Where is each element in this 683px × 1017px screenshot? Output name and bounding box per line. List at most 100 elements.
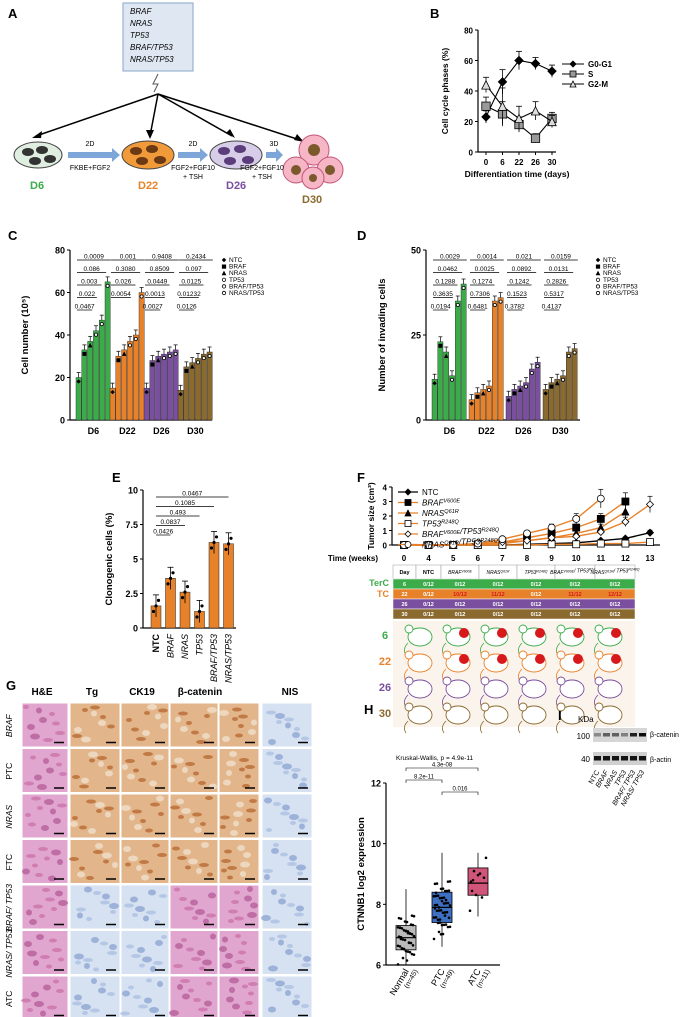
tissue-blob bbox=[199, 863, 209, 867]
y-tick-label: 60 bbox=[464, 57, 473, 66]
tissue-blob bbox=[173, 964, 183, 968]
mice-day-label: 30 bbox=[379, 708, 391, 720]
legend-marker bbox=[404, 488, 412, 496]
legend-label: BRAF/TP53 bbox=[603, 283, 638, 290]
mouse-icon bbox=[521, 705, 547, 725]
p-value-label: 0.0837 bbox=[161, 519, 181, 526]
bar-NRAS bbox=[87, 341, 93, 421]
data-point bbox=[442, 902, 446, 905]
tc-label: TC bbox=[377, 589, 389, 599]
data-point bbox=[166, 582, 170, 586]
p-value-label: 0.3080 bbox=[116, 266, 136, 273]
p-value-label: 0.0467 bbox=[182, 491, 202, 498]
data-point-G2-M bbox=[514, 113, 524, 124]
data-point bbox=[432, 916, 436, 919]
tissue-blob bbox=[280, 811, 290, 816]
table-cell: 0/12 bbox=[455, 582, 466, 588]
data-point-G2-M bbox=[497, 101, 508, 111]
tissue-blob bbox=[55, 731, 65, 735]
x-tick-label: 8 bbox=[525, 554, 530, 563]
tissue-blob bbox=[282, 763, 292, 770]
legend-label: BRAF bbox=[603, 264, 620, 271]
tissue-blob bbox=[268, 965, 278, 972]
tissue-blob bbox=[133, 768, 139, 773]
tissue-blob bbox=[38, 847, 48, 851]
data-point bbox=[403, 938, 407, 942]
data-point bbox=[94, 332, 99, 337]
tissue-blob bbox=[146, 910, 156, 915]
tissue-blob bbox=[121, 805, 131, 811]
x-tick-label: 22 bbox=[515, 158, 524, 167]
tissue-blob bbox=[83, 958, 93, 962]
data-point-G0-G1 bbox=[481, 112, 491, 122]
tissue-blob bbox=[235, 733, 243, 738]
tissue-blob bbox=[147, 869, 153, 874]
tissue-blob bbox=[152, 843, 160, 848]
y-tick-label: 2 bbox=[383, 513, 388, 522]
p-value-label: 0.5317 bbox=[544, 291, 564, 298]
data-point bbox=[547, 540, 556, 549]
y-axis-label: Cell number (10⁵) bbox=[20, 296, 31, 375]
data-point bbox=[401, 938, 405, 941]
gene-mutation: R248Q bbox=[628, 568, 639, 572]
tissue-blob bbox=[90, 1008, 100, 1013]
data-point bbox=[469, 401, 474, 406]
tissue-blob bbox=[24, 941, 32, 947]
tissue-blob bbox=[220, 815, 230, 820]
table-cell: 0/12 bbox=[570, 582, 581, 588]
mouse-tail-icon bbox=[442, 720, 447, 734]
tissue-blob bbox=[86, 917, 92, 921]
data-point bbox=[436, 894, 440, 898]
tissue-blob bbox=[299, 823, 305, 830]
legend-marker bbox=[569, 70, 577, 78]
gene-mutation: R248Q bbox=[536, 569, 547, 573]
legend-label: G2-M bbox=[588, 80, 608, 89]
x-tick-label: D26 bbox=[153, 426, 170, 436]
p-value-label: 0.1085 bbox=[175, 500, 195, 507]
x-tick-label: 12 bbox=[621, 554, 630, 563]
gene-mutation: V600E bbox=[461, 569, 472, 573]
data-point bbox=[397, 935, 401, 938]
tissue-blob bbox=[245, 774, 251, 779]
data-point bbox=[455, 302, 460, 307]
data-point-S bbox=[530, 133, 541, 143]
tissue-blob bbox=[100, 715, 106, 719]
p-value-label: 0.0014 bbox=[477, 254, 497, 261]
tissue-blob bbox=[48, 875, 56, 882]
tissue-blob bbox=[86, 799, 96, 804]
data-point bbox=[189, 364, 195, 369]
tissue-blob bbox=[36, 934, 44, 940]
data-point bbox=[183, 590, 187, 594]
data-point bbox=[442, 896, 446, 899]
tissue-blob bbox=[276, 720, 282, 724]
y-tick-label: 10 bbox=[371, 839, 381, 849]
mouse-ear-icon bbox=[480, 676, 490, 686]
y-tick-label: 0 bbox=[133, 624, 138, 634]
bar-TP53 bbox=[449, 375, 455, 421]
gene-label: BRAF bbox=[130, 7, 152, 16]
tissue-blob bbox=[70, 821, 78, 827]
tissue-blob bbox=[301, 963, 311, 967]
tissue-blob bbox=[292, 999, 300, 1006]
data-point bbox=[448, 925, 452, 929]
tissue-blob bbox=[186, 721, 192, 725]
tissue-blob bbox=[226, 770, 232, 776]
tissue-blob bbox=[280, 852, 288, 857]
table-cell: 0/12 bbox=[531, 582, 542, 588]
tissue-blob bbox=[28, 822, 36, 827]
table-cell: 0/12 bbox=[455, 602, 466, 608]
gene-name: TP53 bbox=[524, 570, 536, 576]
box-ATC bbox=[467, 867, 489, 896]
data-point bbox=[441, 911, 445, 915]
bar-NTC bbox=[75, 377, 82, 421]
tissue-blob bbox=[229, 977, 239, 984]
tissue-blob bbox=[45, 897, 55, 902]
data-point bbox=[406, 950, 410, 953]
tissue-blob bbox=[207, 872, 213, 877]
tissue-blob bbox=[145, 828, 153, 833]
tissue-blob bbox=[266, 828, 272, 832]
tissue-blob bbox=[228, 919, 234, 923]
tissue-blob bbox=[294, 912, 304, 917]
mouse-ear-icon bbox=[556, 650, 566, 660]
tissue-blob bbox=[284, 717, 294, 722]
